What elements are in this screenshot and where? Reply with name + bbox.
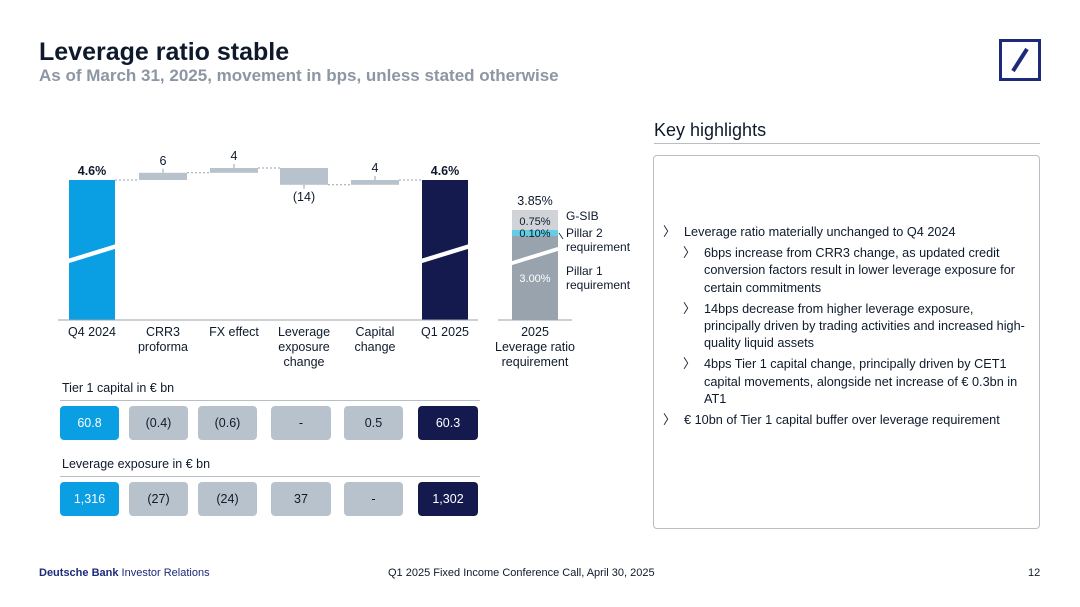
deutsche-bank-logo-icon [999, 39, 1041, 81]
footer-brand-suffix: Investor Relations [118, 567, 210, 579]
page-title: Leverage ratio stable [39, 38, 290, 66]
requirement-bar-gsib [512, 210, 558, 230]
waterfall-value-label-start: 4.6% [78, 164, 107, 178]
exposure-value-4: - [344, 482, 403, 516]
waterfall-category-label-0: Q4 2024 [68, 325, 116, 339]
highlight-bullet-1: 〉 6bps increase from CRR3 change, as upda… [683, 245, 1033, 297]
tier1-divider [60, 400, 480, 401]
waterfall-bar-3 [351, 180, 399, 185]
exposure-value-3: 37 [271, 482, 331, 516]
highlight-text-3: 4bps Tier 1 capital change, principally … [704, 357, 1018, 406]
highlight-text-2: 14bps decrease from higher leverage expo… [704, 301, 1025, 351]
key-highlights-list: 〉 Leverage ratio materially unchanged to … [663, 224, 1033, 433]
waterfall-category-label-5: Q1 2025 [421, 325, 469, 339]
tier1-value-0: 60.8 [60, 406, 119, 440]
exposure-value-0: 1,316 [60, 482, 119, 516]
bullet-chevron-icon: 〉 [663, 413, 676, 428]
requirement-pillar1-value: 3.00% [519, 273, 550, 285]
exposure-value-2: (24) [198, 482, 257, 516]
axis-break-line-0 [65, 243, 119, 261]
key-highlights-box [653, 155, 1040, 529]
waterfall-bar-2 [280, 168, 328, 185]
footer-event: Q1 2025 Fixed Income Conference Call, Ap… [388, 567, 655, 579]
page-subtitle: As of March 31, 2025, movement in bps, u… [39, 66, 559, 85]
tier1-value-3: - [271, 406, 331, 440]
tier1-value-2: (0.6) [198, 406, 257, 440]
footer-brand: Deutsche Bank Investor Relations [39, 567, 210, 579]
requirement-legend-gsib: G-SIB [566, 209, 599, 223]
exposure-value-1: (27) [129, 482, 188, 516]
axis-break-mark-0 [66, 244, 118, 264]
highlight-bullet-0: 〉 Leverage ratio materially unchanged to … [663, 224, 1033, 241]
waterfall-movement-label-3: 4 [372, 161, 379, 175]
waterfall-category-label-3: Leverage exposure change [278, 325, 330, 369]
highlight-text-4: € 10bn of Tier 1 capital buffer over lev… [684, 413, 1000, 428]
tier1-value-1: (0.4) [129, 406, 188, 440]
bullet-chevron-icon: 〉 [663, 225, 676, 239]
axis-break-mark-1 [419, 244, 471, 264]
waterfall-bar-1 [210, 168, 258, 173]
tier1-label: Tier 1 capital in € bn [62, 381, 175, 395]
requirement-legend-pillar1: Pillar 1 requirement [566, 264, 631, 292]
waterfall-value-label-end: 4.6% [431, 164, 460, 178]
requirement-total-label: 3.85% [517, 194, 552, 208]
requirement-category-label: 2025 Leverage ratio requirement [495, 325, 575, 369]
requirement-legend-pillar2: Pillar 2 requirement [566, 226, 631, 254]
exposure-label: Leverage exposure in € bn [62, 457, 211, 471]
tier1-value-4: 0.5 [344, 406, 403, 440]
requirement-gsib-value: 0.75% [519, 216, 550, 228]
footer-brand-name: Deutsche Bank [39, 567, 119, 579]
waterfall-movement-label-2: (14) [293, 190, 315, 204]
axis-break-line-1 [418, 243, 472, 261]
waterfall-bar-0 [139, 172, 187, 180]
key-highlights-rule [654, 143, 1040, 144]
tier1-value-5: 60.3 [418, 406, 478, 440]
highlight-bullet-3: 〉 4bps Tier 1 capital change, principally… [683, 356, 1033, 408]
requirement-bar-pillar2 [512, 230, 558, 236]
waterfall-movement-label-1: 4 [231, 149, 238, 163]
highlight-bullet-4: 〉 € 10bn of Tier 1 capital buffer over le… [663, 412, 1033, 429]
waterfall-category-label-2: FX effect [209, 325, 259, 339]
waterfall-category-label-4: Capital change [354, 325, 395, 354]
key-highlights-title: Key highlights [654, 120, 767, 140]
highlight-bullet-2: 〉 14bps decrease from higher leverage exp… [683, 301, 1033, 353]
waterfall-category-label-1: CRR3 proforma [138, 325, 188, 354]
waterfall-movement-label-0: 6 [160, 154, 167, 168]
requirement-pillar2-value: 0.10% [519, 228, 550, 240]
bullet-chevron-icon: 〉 [683, 246, 696, 261]
highlight-text-1: 6bps increase from CRR3 change, as updat… [704, 246, 1015, 295]
requirement-axis-break [509, 246, 561, 266]
exposure-value-5: 1,302 [418, 482, 478, 516]
highlight-text-0: Leverage ratio materially unchanged to Q… [684, 225, 956, 239]
page-number: 12 [1028, 567, 1041, 579]
bullet-chevron-icon: 〉 [683, 357, 696, 372]
exposure-divider [60, 476, 480, 477]
requirement-legend-pointer [558, 232, 564, 240]
leverage-ratio-chart: 4.6% 4.6% 6 4 (14) 4 Q4 2024 CRR3 proforma FX eff… [58, 149, 631, 369]
bullet-chevron-icon: 〉 [683, 301, 696, 316]
